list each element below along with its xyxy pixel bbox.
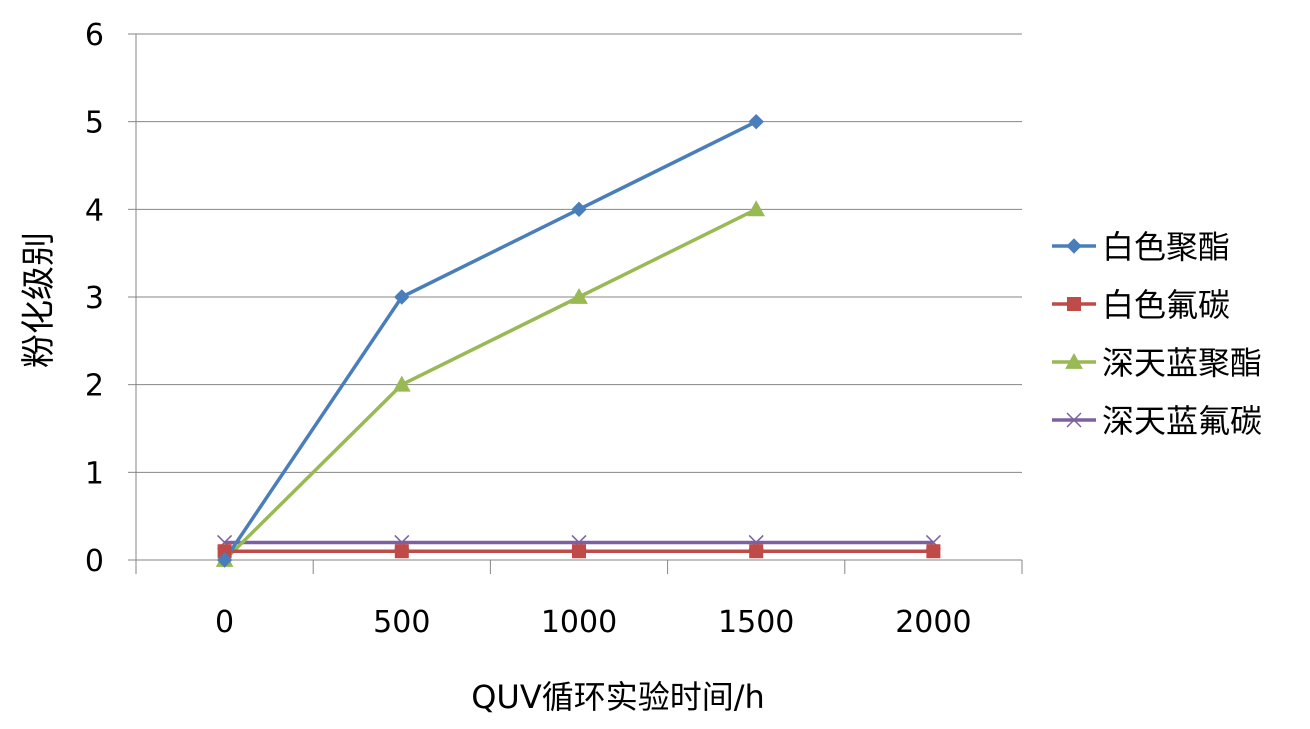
data-point [392, 375, 411, 392]
legend-item: 白色氟碳 [1052, 286, 1230, 324]
series-markers [215, 113, 941, 568]
x-axis-label: QUV循环实验时间/h [471, 678, 765, 716]
legend-label: 深天蓝聚酯 [1102, 344, 1262, 382]
series-line-0 [223, 120, 757, 561]
y-tick-label: 5 [85, 106, 104, 141]
data-point [216, 552, 233, 568]
legend-item: 深天蓝聚酯 [1052, 344, 1262, 382]
legend-item: 深天蓝氟碳 [1052, 402, 1262, 440]
legend-label: 深天蓝氟碳 [1102, 402, 1262, 440]
legend-marker [1066, 412, 1082, 428]
y-tick-labels: 0 1 2 3 4 5 6 [85, 18, 104, 579]
data-point [572, 544, 586, 559]
x-tick-label: 1000 [541, 605, 617, 640]
data-point [394, 289, 410, 305]
data-point [926, 544, 941, 559]
y-axis-label: 粉化级别 [19, 232, 59, 368]
data-point [570, 287, 588, 304]
data-point [748, 113, 764, 130]
legend-marker [1067, 297, 1081, 311]
x-tick-label: 1500 [718, 605, 794, 640]
series-line-2 [223, 207, 757, 562]
y-tick-label: 4 [85, 193, 104, 228]
y-tick-label: 0 [85, 544, 104, 579]
x-tick-label: 2000 [895, 605, 971, 640]
data-point [749, 544, 764, 559]
y-tick-label: 6 [85, 18, 104, 53]
x-tick-label: 500 [373, 605, 430, 640]
legend-label: 白色氟碳 [1102, 286, 1230, 324]
y-tick-label: 3 [85, 281, 104, 316]
x-tick-label: 0 [215, 605, 234, 640]
axes [128, 33, 1023, 574]
data-point [747, 200, 766, 217]
series-lines [223, 120, 934, 562]
data-point [394, 544, 409, 559]
y-tick-label: 2 [85, 369, 104, 404]
legend-marker [1066, 238, 1082, 254]
legend-marker [1065, 352, 1083, 369]
gridlines [136, 33, 1022, 473]
data-point [571, 201, 587, 218]
x-tick-labels: 0 500 1000 1500 2000 [215, 605, 972, 640]
legend-item: 白色聚酯 [1052, 228, 1230, 266]
y-tick-label: 1 [85, 456, 104, 491]
legend-label: 白色聚酯 [1102, 228, 1230, 266]
